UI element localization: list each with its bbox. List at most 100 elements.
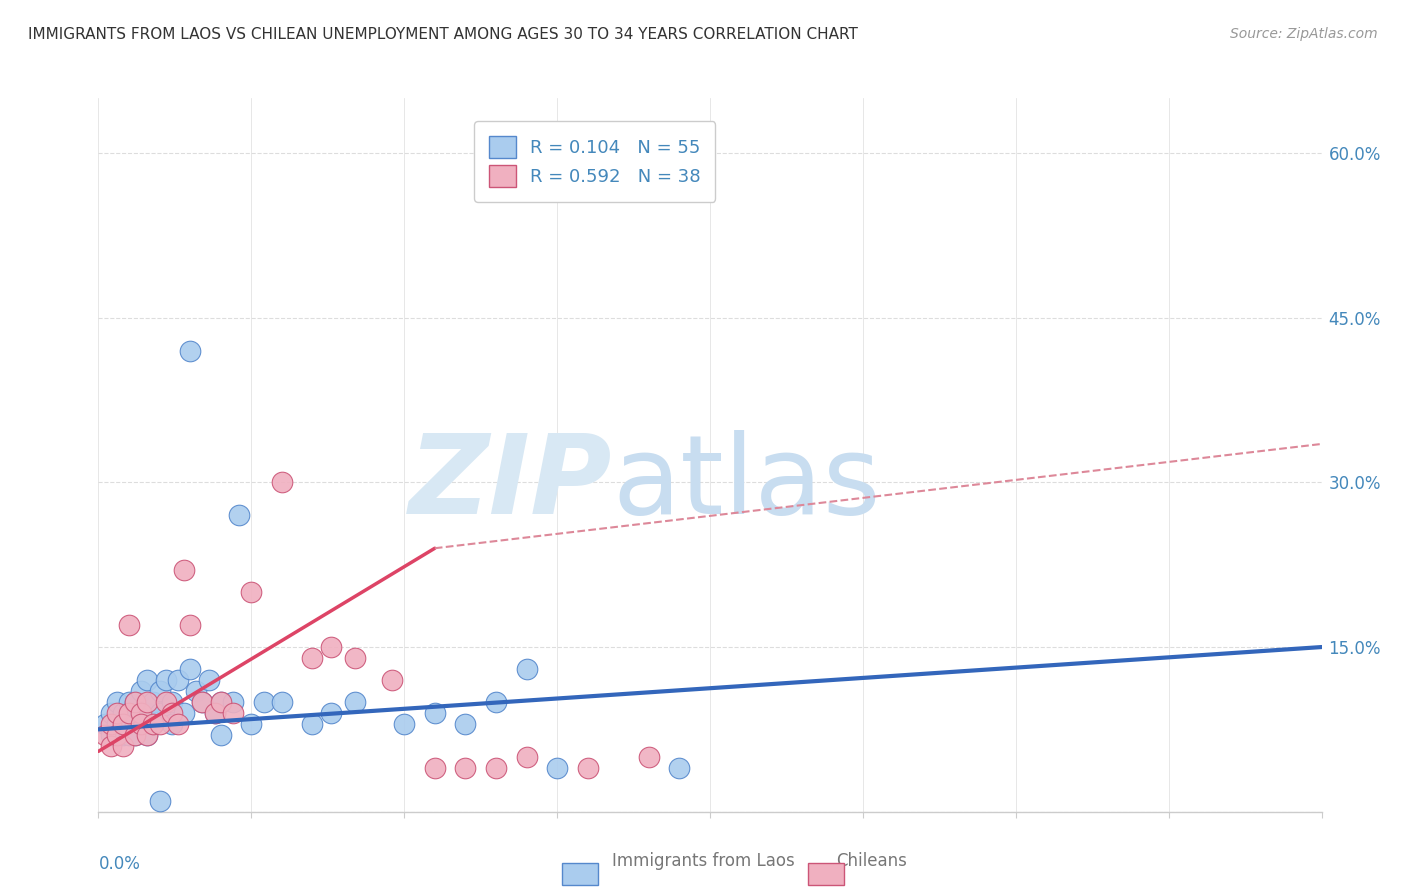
Point — [179, 343, 201, 358]
Point — [160, 695, 183, 709]
Point — [149, 684, 172, 698]
Legend: R = 0.104   N = 55, R = 0.592   N = 38: R = 0.104 N = 55, R = 0.592 N = 38 — [474, 121, 716, 202]
Point — [155, 673, 177, 687]
Point — [118, 695, 141, 709]
Point — [319, 706, 342, 720]
Point — [344, 695, 367, 709]
Point — [129, 717, 152, 731]
Point — [100, 728, 122, 742]
Point — [222, 695, 245, 709]
Point — [111, 739, 134, 753]
Point — [228, 508, 250, 523]
Point — [142, 717, 165, 731]
Point — [179, 662, 201, 676]
Point — [124, 728, 146, 742]
Point — [252, 695, 274, 709]
Point — [118, 728, 141, 742]
Point — [136, 728, 159, 742]
Point — [124, 717, 146, 731]
Text: Source: ZipAtlas.com: Source: ZipAtlas.com — [1230, 27, 1378, 41]
Point — [118, 706, 141, 720]
Point — [270, 695, 292, 709]
Text: Chileans: Chileans — [837, 852, 907, 870]
Point — [240, 585, 263, 599]
Point — [93, 717, 115, 731]
Point — [576, 761, 599, 775]
Point — [179, 618, 201, 632]
Point — [381, 673, 404, 687]
Point — [118, 618, 141, 632]
Point — [129, 717, 152, 731]
Point — [668, 761, 690, 775]
Point — [209, 695, 232, 709]
Point — [485, 761, 508, 775]
Point — [167, 717, 190, 731]
Point — [160, 706, 183, 720]
Point — [167, 673, 190, 687]
Point — [129, 706, 152, 720]
Text: Immigrants from Laos: Immigrants from Laos — [612, 852, 794, 870]
Point — [100, 706, 122, 720]
Point — [124, 695, 146, 709]
Point — [637, 749, 661, 764]
Point — [222, 706, 245, 720]
Point — [136, 695, 159, 709]
Point — [204, 706, 226, 720]
Point — [111, 717, 134, 731]
Point — [105, 717, 128, 731]
Point — [301, 651, 323, 665]
Point — [454, 717, 477, 731]
Point — [155, 695, 177, 709]
Point — [136, 728, 159, 742]
Point — [149, 706, 172, 720]
Point — [105, 706, 128, 720]
Point — [142, 717, 165, 731]
Text: ZIP: ZIP — [409, 430, 612, 537]
Point — [209, 695, 232, 709]
Point — [118, 706, 141, 720]
Point — [129, 684, 152, 698]
Point — [516, 749, 538, 764]
Point — [105, 728, 128, 742]
Point — [124, 728, 146, 742]
Point — [485, 695, 508, 709]
Point — [111, 728, 134, 742]
Point — [100, 717, 122, 731]
Point — [105, 695, 128, 709]
Point — [209, 728, 232, 742]
Point — [301, 717, 323, 731]
Point — [423, 761, 446, 775]
Point — [111, 706, 134, 720]
Text: 0.0%: 0.0% — [98, 855, 141, 872]
Point — [105, 728, 128, 742]
Point — [136, 706, 159, 720]
Point — [546, 761, 568, 775]
Point — [204, 706, 226, 720]
Text: atlas: atlas — [612, 430, 880, 537]
Point — [100, 739, 122, 753]
Point — [191, 695, 214, 709]
Point — [142, 695, 165, 709]
Point — [454, 761, 477, 775]
Point — [516, 662, 538, 676]
Point — [319, 640, 342, 654]
Point — [129, 706, 152, 720]
Point — [270, 475, 292, 490]
Point — [191, 695, 214, 709]
Point — [173, 706, 195, 720]
Point — [423, 706, 446, 720]
Point — [344, 651, 367, 665]
Point — [160, 717, 183, 731]
Point — [136, 673, 159, 687]
Point — [173, 563, 195, 577]
Point — [149, 794, 172, 808]
Point — [392, 717, 416, 731]
Point — [118, 717, 141, 731]
Text: IMMIGRANTS FROM LAOS VS CHILEAN UNEMPLOYMENT AMONG AGES 30 TO 34 YEARS CORRELATI: IMMIGRANTS FROM LAOS VS CHILEAN UNEMPLOY… — [28, 27, 858, 42]
Point — [149, 717, 172, 731]
Point — [124, 695, 146, 709]
Point — [186, 684, 208, 698]
Point — [111, 717, 134, 731]
Point — [93, 728, 115, 742]
Point — [197, 673, 219, 687]
